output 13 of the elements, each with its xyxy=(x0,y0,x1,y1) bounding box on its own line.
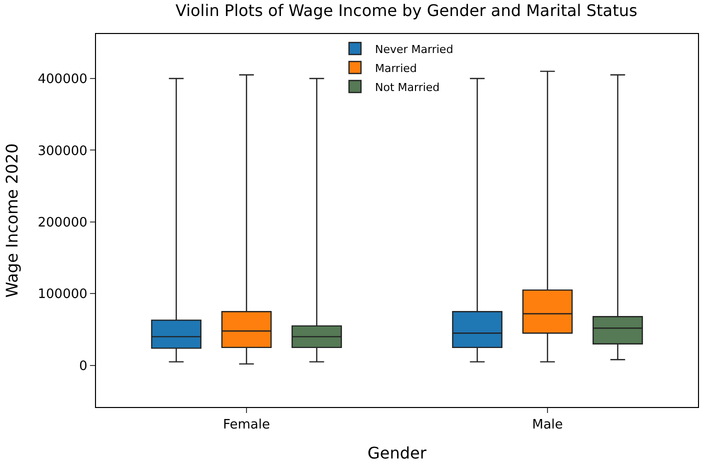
x-tick-label: Male xyxy=(532,418,563,433)
legend-label: Never Married xyxy=(375,42,454,56)
y-tick-label: 200000 xyxy=(38,215,88,230)
x-axis-title: Gender xyxy=(368,443,427,462)
y-tick-label: 400000 xyxy=(38,72,88,88)
legend-label: Not Married xyxy=(375,80,440,94)
x-tick-label: Female xyxy=(222,418,270,433)
chart-title: Violin Plots of Wage Income by Gender and Marital Status xyxy=(175,0,638,20)
y-tick-label: 300000 xyxy=(38,144,88,159)
y-tick-label: 100000 xyxy=(38,287,88,302)
y-axis-title: Wage Income 2020 xyxy=(2,143,22,298)
y-tick-label: 0 xyxy=(79,358,88,374)
legend-label: Married xyxy=(375,62,417,75)
